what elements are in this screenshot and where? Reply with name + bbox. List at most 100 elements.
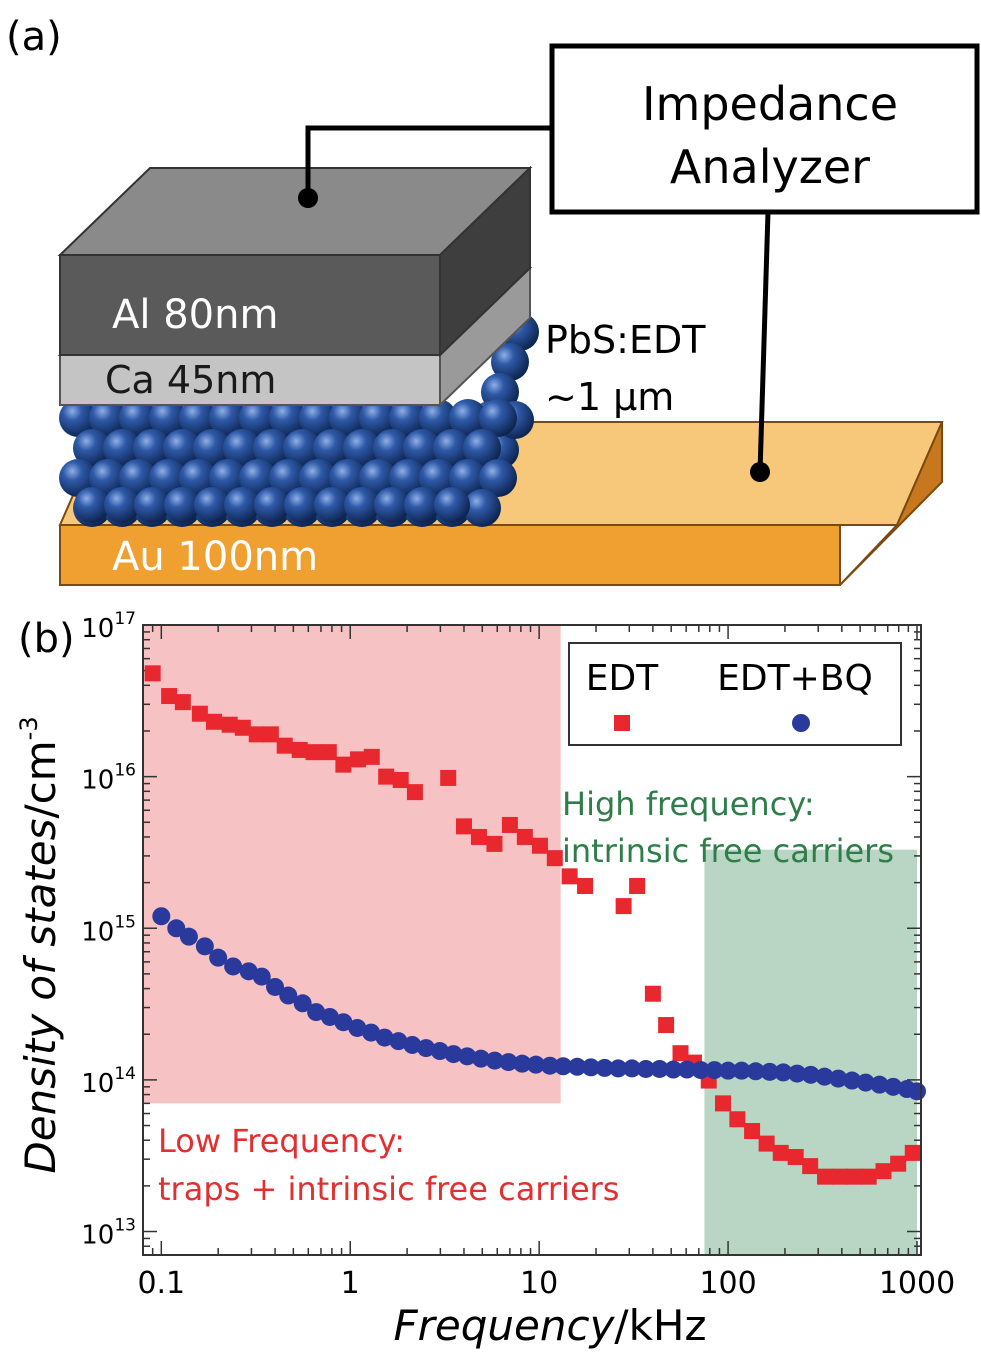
high-frequency-desc: intrinsic free carriers [562, 832, 894, 870]
pbs-nanocrystal-sphere [313, 429, 351, 467]
pbs-nanocrystal-sphere [209, 399, 247, 437]
legend-edt-label: EDT [586, 658, 659, 699]
pbs-nanocrystal-sphere [59, 399, 97, 437]
edt-point [320, 744, 337, 761]
edtbq-point [870, 1075, 889, 1094]
wire-to-al [305, 125, 552, 198]
edt-point [262, 726, 279, 743]
edtbq-point [829, 1069, 848, 1088]
y-tick-exponent: 14 [114, 1064, 136, 1084]
edtbq-point [609, 1059, 628, 1078]
pbs-nanocrystal-sphere [134, 487, 170, 523]
pbs-nanocrystal-sphere [73, 429, 111, 467]
pbs-nanocrystal-sphere [163, 429, 201, 467]
pbs-nanocrystal-sphere [119, 459, 157, 497]
edt-point [291, 741, 308, 758]
pbs-nanocrystal-film [59, 313, 539, 527]
wire-to-au [757, 211, 771, 473]
legend-edt-marker [614, 715, 630, 731]
edtbq-point [540, 1056, 559, 1075]
y-tick-label: 1013 [81, 1216, 136, 1251]
edt-point [758, 1135, 775, 1152]
edtbq-point [444, 1045, 463, 1064]
pbs-nanocrystal-sphere [103, 429, 141, 467]
pbs-nanocrystal-sphere [463, 489, 501, 527]
pbs-nanocrystal-sphere [404, 487, 440, 523]
pbs-nanocrystal-sphere [253, 429, 291, 467]
pbs-nanocrystal-sphere [269, 399, 307, 437]
edtbq-point [677, 1060, 696, 1079]
edt-point [658, 1017, 675, 1034]
pbs-nanocrystal-sphere [449, 459, 487, 497]
edt-point [191, 705, 208, 722]
edt-point [787, 1149, 804, 1166]
pbs-nanocrystal-sphere [283, 429, 321, 467]
edtbq-point [746, 1062, 765, 1081]
pbs-nanocrystal-sphere [179, 399, 217, 437]
edt-point [335, 756, 352, 773]
pbs-nanocrystal-sphere [359, 459, 397, 497]
edtbq-point [417, 1039, 436, 1058]
pbs-nanocrystal-sphere [344, 487, 380, 523]
edt-point [729, 1111, 746, 1128]
pbs-nanocrystal-sphere [239, 459, 277, 497]
y-tick-base: 10 [81, 766, 114, 796]
pbs-nanocrystal-sphere [329, 399, 367, 437]
edt-point [221, 716, 238, 733]
edt-point [561, 868, 578, 885]
pbs-nanocrystal-sphere [224, 487, 260, 523]
pbs-nanocrystal-sphere [223, 429, 261, 467]
pbs-nanocrystal-sphere [133, 429, 171, 467]
edt-point [378, 768, 395, 785]
pbs-nanocrystal-sphere [491, 343, 529, 381]
edt-point [546, 850, 563, 867]
pbs-nanocrystal-sphere [299, 399, 337, 437]
edt-point [516, 828, 533, 845]
legend-edtbq-label: EDT+BQ [717, 658, 873, 699]
pbs-nanocrystal-sphere [374, 487, 410, 523]
edt-point [392, 772, 409, 789]
pbs-nanocrystal-sphere [119, 399, 157, 437]
pbs-nanocrystal-sphere [463, 429, 501, 467]
edt-point [817, 1168, 834, 1185]
edtbq-point [320, 1007, 339, 1026]
y-tick-exponent: 16 [114, 761, 136, 781]
edt-point [205, 713, 222, 730]
panel-a-device-schematic: (a) Au 100nm Ca 45nm Al 80nm PbS:EDT ~1 … [6, 14, 980, 586]
pbs-nanocrystal-sphere [389, 459, 427, 497]
pbs-nanocrystal-sphere [359, 399, 397, 437]
pbs-nanocrystal-sphere [149, 399, 187, 437]
y-axis-title-exp: -3 [15, 716, 43, 740]
axis-ticks [142, 625, 921, 1256]
edtbq-point [732, 1061, 751, 1080]
impedance-analyzer-box [549, 43, 980, 215]
pbs-nanocrystal-sphere [373, 429, 411, 467]
y-axis-title-main: Density of states [16, 818, 65, 1173]
edtbq-point [815, 1067, 834, 1086]
series-edtbq [152, 907, 926, 1101]
x-tick-label: 100 [699, 1266, 756, 1301]
edtbq-point [705, 1061, 724, 1080]
pbs-nanocrystal-sphere [434, 487, 470, 523]
edtbq-point [760, 1062, 779, 1081]
ca-label: Ca 45nm [105, 358, 276, 402]
high-frequency-title: High frequency: [562, 785, 815, 823]
low-frequency-desc: traps + intrinsic free carriers [158, 1170, 619, 1208]
edt-point [846, 1168, 863, 1185]
edt-point [144, 665, 161, 682]
pbs-thickness-label: ~1 μm [545, 375, 674, 419]
y-tick-base: 10 [81, 1069, 114, 1099]
edtbq-point [152, 907, 171, 926]
edtbq-point [568, 1057, 587, 1076]
edtbq-point [499, 1053, 518, 1072]
edtbq-point [348, 1018, 367, 1037]
edt-point [644, 985, 661, 1002]
edt-point [276, 737, 293, 754]
plot-frame [142, 624, 922, 1256]
edtbq-point [179, 927, 198, 946]
au-contact-dot [750, 462, 770, 482]
edt-point [486, 835, 503, 852]
y-tick-label: 1014 [81, 1064, 136, 1099]
